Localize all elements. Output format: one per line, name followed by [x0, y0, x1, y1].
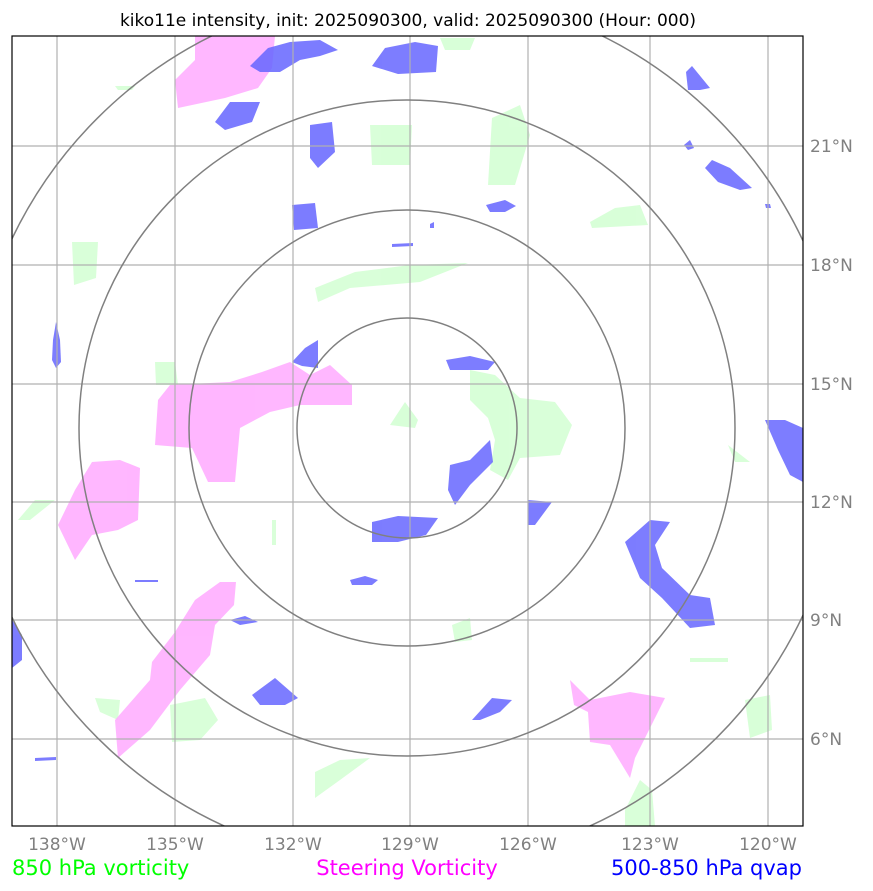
qvap-contour	[684, 140, 694, 150]
qvap-contour	[135, 580, 158, 582]
qvap-contour	[472, 698, 512, 720]
qvap-contour	[350, 576, 378, 585]
steering-contour	[570, 680, 665, 778]
vort850-contour	[18, 500, 55, 520]
lon-tick-label: 129°W	[381, 835, 439, 855]
vort850-contour	[440, 38, 475, 50]
qvap-contour	[625, 520, 715, 628]
qvap-contour	[372, 42, 438, 74]
qvap-contour	[215, 102, 260, 130]
vort850-contour	[625, 780, 655, 826]
vort850-contour	[370, 125, 412, 165]
qvap-contour	[446, 356, 495, 370]
vort850-contour	[488, 105, 530, 185]
vort850-contour	[390, 402, 418, 428]
gridlines	[12, 36, 803, 826]
steering-layer	[58, 36, 665, 778]
lat-tick-label: 6°N	[810, 730, 842, 750]
vort850-contour	[452, 618, 472, 642]
lat-tick-label: 21°N	[810, 137, 853, 157]
qvap-contour	[35, 757, 56, 761]
vort850-contour	[315, 263, 468, 302]
qvap-contour	[765, 420, 803, 482]
vort850-contour	[72, 242, 98, 285]
qvap-contour	[252, 678, 298, 705]
legend-qvap: 500-850 hPa qvap	[611, 856, 802, 880]
lon-tick-label: 123°W	[621, 835, 679, 855]
lon-tick-labels: 138°W 135°W 132°W 129°W 126°W 123°W 120°…	[28, 835, 797, 855]
qvap-contour	[372, 516, 438, 542]
vort850-contour	[155, 362, 178, 385]
qvap-contour	[250, 40, 338, 72]
qvap-contour	[448, 440, 493, 505]
qvap-contour	[392, 243, 413, 247]
qvap-contour	[430, 222, 434, 228]
vort850-contour	[170, 698, 218, 742]
qvap-layer	[12, 40, 803, 761]
lat-tick-label: 9°N	[810, 611, 842, 631]
range-rings	[12, 36, 803, 826]
lon-tick-label: 135°W	[146, 835, 204, 855]
lon-tick-label: 120°W	[739, 835, 797, 855]
qvap-contour	[292, 340, 318, 368]
lon-tick-label: 132°W	[264, 835, 322, 855]
range-ring	[188, 209, 626, 647]
lat-tick-label: 15°N	[810, 375, 853, 395]
vort850-layer	[18, 38, 772, 826]
lat-tick-label: 12°N	[810, 493, 853, 513]
qvap-contour	[310, 122, 335, 168]
steering-contour	[155, 362, 352, 482]
qvap-contour	[528, 500, 552, 525]
vort850-contour	[470, 370, 572, 480]
qvap-contour	[686, 66, 710, 90]
qvap-contour	[705, 160, 752, 190]
lat-tick-label: 18°N	[810, 256, 853, 276]
map-frame	[11, 35, 804, 827]
vort850-contour	[272, 520, 276, 545]
vort850-contour	[590, 205, 648, 228]
lat-tick-labels: 21°N 18°N 15°N 12°N 9°N 6°N	[810, 137, 853, 750]
qvap-contour	[486, 200, 516, 212]
figure-title: kiko11e intensity, init: 2025090300, val…	[120, 11, 696, 31]
steering-contour	[58, 460, 140, 560]
legend-850-vorticity: 850 hPa vorticity	[12, 856, 189, 880]
range-ring	[78, 99, 736, 757]
range-ring	[296, 317, 518, 539]
vort850-contour	[315, 758, 370, 798]
vort850-contour	[690, 658, 728, 662]
steering-contour	[175, 36, 275, 108]
lon-tick-label: 126°W	[499, 835, 557, 855]
lon-tick-label: 138°W	[28, 835, 86, 855]
qvap-contour	[292, 203, 318, 230]
legend-steering-vorticity: Steering Vorticity	[316, 856, 498, 880]
vort850-contour	[745, 695, 772, 738]
vort850-contour	[95, 698, 120, 720]
vort850-contour	[728, 445, 750, 462]
